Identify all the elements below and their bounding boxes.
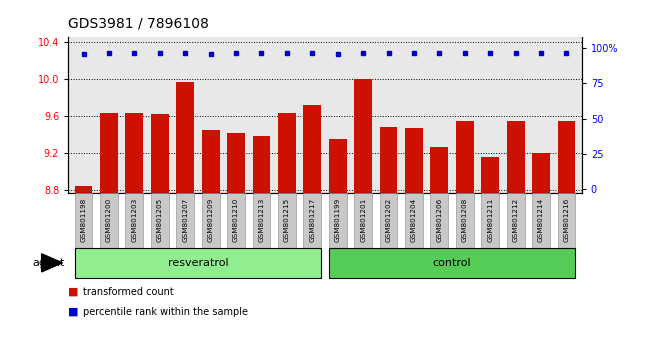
Text: GSM801214: GSM801214 (538, 198, 544, 242)
Text: GSM801202: GSM801202 (385, 198, 391, 242)
Text: GSM801204: GSM801204 (411, 198, 417, 242)
Text: GSM801211: GSM801211 (488, 198, 493, 242)
Bar (430, 147, 448, 193)
Text: percentile rank within the sample: percentile rank within the sample (83, 307, 248, 316)
Text: GSM801217: GSM801217 (309, 198, 315, 242)
Text: ■: ■ (68, 287, 79, 297)
Bar (405, 128, 423, 193)
Bar (100, 113, 118, 193)
Bar (482, 157, 499, 193)
Text: GSM801200: GSM801200 (106, 198, 112, 242)
Bar (507, 121, 525, 193)
Text: GSM801213: GSM801213 (259, 198, 265, 242)
Text: GSM801208: GSM801208 (462, 198, 468, 242)
Bar (558, 121, 575, 193)
Text: control: control (433, 258, 471, 268)
Bar (253, 136, 270, 193)
Text: GSM801212: GSM801212 (513, 198, 519, 242)
Text: GSM801205: GSM801205 (157, 198, 162, 242)
Bar (227, 133, 245, 193)
Text: GSM801209: GSM801209 (207, 198, 214, 242)
Polygon shape (42, 254, 62, 272)
Text: GSM801199: GSM801199 (335, 198, 341, 242)
Bar (354, 79, 372, 193)
Bar (202, 130, 220, 193)
Text: GSM801206: GSM801206 (436, 198, 443, 242)
Bar (75, 187, 92, 193)
Text: agent: agent (32, 258, 65, 268)
Bar (151, 114, 168, 193)
Text: GSM801203: GSM801203 (131, 198, 137, 242)
Text: GSM801216: GSM801216 (564, 198, 569, 242)
Bar (125, 113, 143, 193)
Bar (176, 82, 194, 193)
Bar (304, 105, 321, 193)
Text: GSM801210: GSM801210 (233, 198, 239, 242)
Text: GSM801207: GSM801207 (182, 198, 188, 242)
Text: ■: ■ (68, 307, 79, 316)
Text: resveratrol: resveratrol (168, 258, 228, 268)
Text: GSM801215: GSM801215 (284, 198, 290, 242)
Bar (329, 139, 346, 193)
Bar (532, 153, 550, 193)
Bar (278, 113, 296, 193)
Text: GDS3981 / 7896108: GDS3981 / 7896108 (68, 16, 209, 30)
Bar (380, 127, 397, 193)
Bar (456, 121, 474, 193)
Text: transformed count: transformed count (83, 287, 174, 297)
Text: GSM801201: GSM801201 (360, 198, 366, 242)
Text: GSM801198: GSM801198 (81, 198, 86, 242)
